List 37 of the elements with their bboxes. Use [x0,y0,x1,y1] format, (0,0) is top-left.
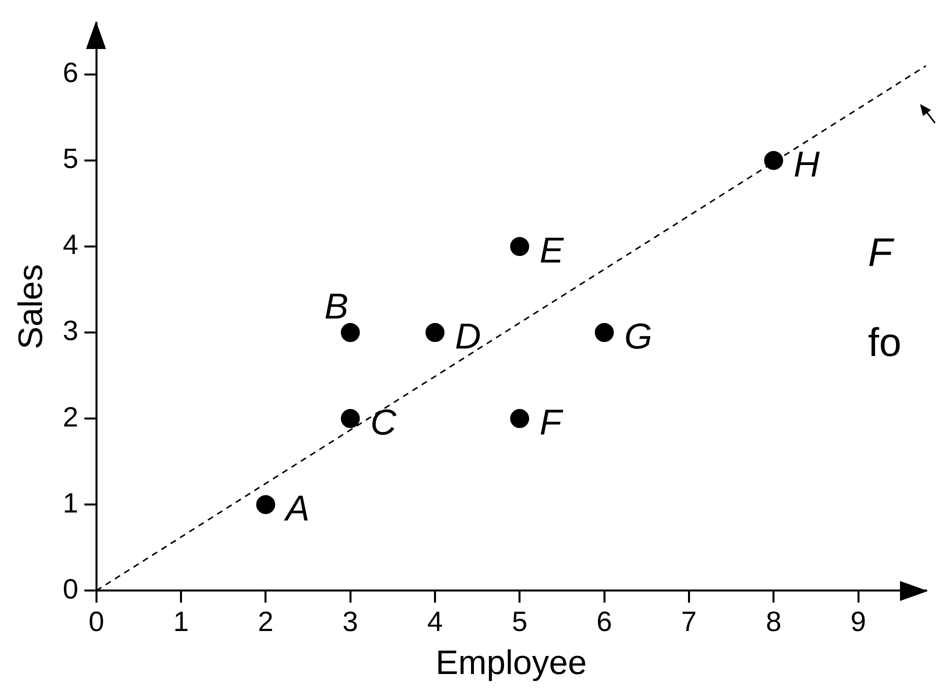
annotation: E [540,229,565,270]
x-tick-label: 8 [766,606,782,638]
point [425,323,444,342]
y-tick-label: 3 [62,315,78,346]
x-tick-label: 7 [681,606,697,638]
point [510,409,530,428]
x-tick-label: 4 [427,606,443,638]
y-tick-label: 4 [62,229,78,260]
annotation: A [284,488,310,529]
x-tick-label: 1 [173,606,189,638]
x-axis-title: Employee [436,644,587,682]
x-tick-label: 6 [596,606,612,638]
x-tick-label: 5 [512,606,528,638]
y-tick-label: 2 [62,401,78,432]
annotation: C [370,402,398,443]
point [256,495,276,514]
point [764,150,784,170]
x-tick-label: 9 [850,606,866,638]
annotation: B [324,286,348,327]
point [340,323,360,342]
x-tick-label: 0 [88,606,104,638]
annotation: F [868,231,895,276]
y-axis-title: Sales [12,264,50,350]
annotation: H [794,143,821,184]
y-tick-label: 5 [62,143,78,174]
annotation: F [540,402,564,443]
x-tick-label: 3 [342,606,358,638]
x-tick-label: 2 [258,606,274,638]
point [340,409,360,428]
point [510,236,530,256]
annotation: D [454,316,481,357]
annotation: G [624,316,652,357]
point [594,323,614,342]
y-tick-label: 6 [62,57,78,88]
annotation: fo [868,321,902,366]
y-tick-label: 0 [62,573,78,604]
y-tick-label: 1 [62,487,78,518]
